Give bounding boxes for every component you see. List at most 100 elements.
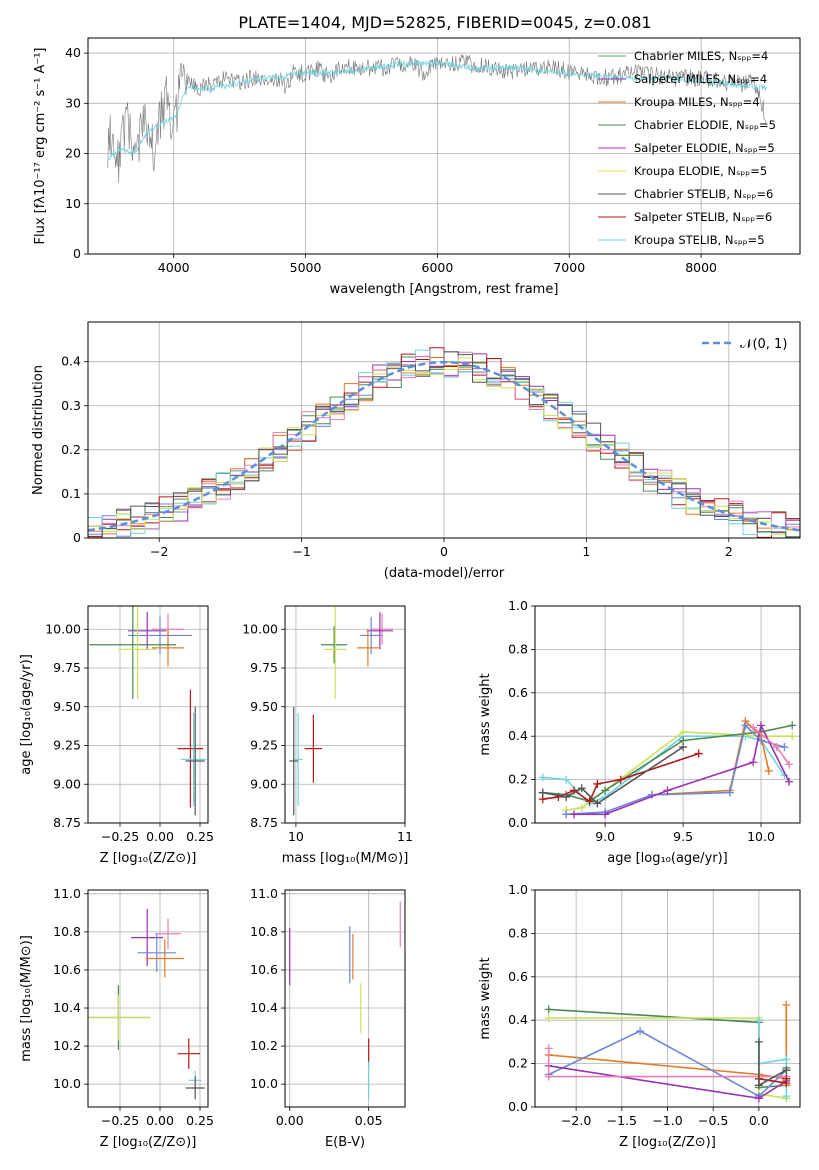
marker-plus bbox=[562, 775, 571, 784]
tick-label-x: 0.00 bbox=[146, 829, 174, 844]
tick-label-y: 30 bbox=[65, 95, 81, 110]
tick-label-x: 6000 bbox=[422, 260, 454, 275]
errorbar-point bbox=[185, 1076, 205, 1100]
tick-label-y: 9.75 bbox=[53, 660, 81, 675]
x-axis-label: mass [log₁₀(M/M⊙)] bbox=[282, 851, 409, 866]
tick-label-y: 0.3 bbox=[61, 398, 81, 413]
plot-area bbox=[544, 1001, 791, 1103]
tick-label-y: 10.00 bbox=[45, 621, 81, 636]
series-line bbox=[547, 1048, 787, 1078]
tick-label-y: 10.2 bbox=[250, 1038, 278, 1053]
marker-plus bbox=[782, 1074, 791, 1083]
chart-weight-vs-Z: −2.0 −1.5 −1.0 −0.5 0.0 0.0 0.2 0.4 0.6 0.8 1.0 Z [… bbox=[478, 882, 801, 1150]
tick-label-y: 0.8 bbox=[508, 925, 528, 940]
plot-area bbox=[107, 54, 767, 183]
tick-label-y: 9.50 bbox=[250, 699, 278, 714]
chart-mass-vs-Z: −0.25 0.00 0.25 10.0 10.2 10.4 10.6 10.8 11.0 Z [… bbox=[19, 886, 214, 1150]
errorbar-point bbox=[324, 606, 347, 699]
legend-label: Salpeter STELIB, Nₛₚₚ=6 bbox=[634, 210, 772, 224]
errorbar-point bbox=[357, 629, 379, 667]
tick-label-y: 0.2 bbox=[508, 772, 528, 787]
marker-plus bbox=[749, 758, 758, 767]
marker-plus bbox=[663, 786, 672, 795]
marker-plus bbox=[785, 777, 794, 786]
tick-label-y: 10.4 bbox=[250, 1000, 278, 1015]
marker-plus bbox=[577, 803, 586, 812]
marker-plus bbox=[772, 743, 781, 752]
tick-label-y: 0.6 bbox=[508, 969, 528, 984]
x-axis-label: (data-model)/error bbox=[384, 566, 505, 581]
tick-label-y: 11.0 bbox=[250, 886, 278, 901]
tick-label-y: 9.25 bbox=[250, 738, 278, 753]
x-axis-label: E(B-V) bbox=[325, 1135, 365, 1150]
tick-label-y: 0.2 bbox=[508, 1056, 528, 1071]
tick-label-y: 9.50 bbox=[53, 699, 81, 714]
marker-plus bbox=[585, 797, 594, 806]
tick-label-y: 0.0 bbox=[508, 815, 528, 830]
tick-label-x: −2.0 bbox=[561, 1113, 591, 1128]
tick-label-x: −0.5 bbox=[698, 1113, 728, 1128]
ticks: 0.00 0.05 10.0 10.2 10.4 10.6 10.8 11.0 bbox=[250, 886, 382, 1128]
axes-frame bbox=[534, 605, 801, 824]
tick-label-y: 9.25 bbox=[53, 738, 81, 753]
tick-label-x: 5000 bbox=[290, 260, 322, 275]
marker-plus bbox=[764, 766, 773, 775]
tick-label-y: 10.2 bbox=[53, 1038, 81, 1053]
y-axis-label: age [log₁₀(age/yr)] bbox=[19, 654, 34, 775]
grid bbox=[285, 606, 406, 824]
axes-frame bbox=[87, 889, 209, 1108]
tick-label-y: 1.0 bbox=[508, 598, 528, 613]
tick-label-x: 4000 bbox=[158, 260, 190, 275]
marker-plus bbox=[785, 760, 794, 769]
ticks: 4000 5000 6000 7000 8000 0 10 20 30 40 bbox=[65, 45, 717, 275]
tick-label-y: 0.4 bbox=[61, 354, 81, 369]
tick-label-y: 8.75 bbox=[53, 815, 81, 830]
tick-label-x: 0 bbox=[440, 544, 448, 559]
tick-label-y: 9.75 bbox=[250, 660, 278, 675]
tick-label-y: 0.6 bbox=[508, 685, 528, 700]
marker-plus bbox=[593, 779, 602, 788]
y-axis-label: mass weight bbox=[478, 673, 493, 755]
errorbar-point bbox=[371, 613, 393, 645]
errorbar-point bbox=[321, 626, 348, 664]
legend-label: Chabrier STELIB, Nₛₚₚ=6 bbox=[634, 187, 773, 201]
marker-plus bbox=[679, 727, 688, 736]
tick-label-x: −2 bbox=[150, 544, 168, 559]
tick-label-x: 0.25 bbox=[186, 829, 214, 844]
tick-label-x: −0.25 bbox=[101, 829, 139, 844]
errorbar-point bbox=[155, 918, 181, 950]
histogram-step bbox=[88, 357, 800, 536]
marker-plus bbox=[577, 784, 586, 793]
errorbar-point bbox=[152, 629, 184, 667]
tick-label-y: 10.0 bbox=[250, 1076, 278, 1091]
tick-label-x: −0.25 bbox=[101, 1113, 139, 1128]
chart-residuals: 𝒩(0, 1) −2 −1 0 1 2 0 0.1 0.2 0.3 0.4 (data-model)/… bbox=[31, 321, 801, 581]
errorbar-point bbox=[360, 616, 383, 655]
marker-plus bbox=[780, 743, 789, 752]
tick-label-y: 10.0 bbox=[53, 1076, 81, 1091]
series-line bbox=[574, 722, 790, 816]
tick-label-y: 9.00 bbox=[53, 776, 81, 791]
legend-label: Kroupa STELIB, Nₛₚₚ=5 bbox=[634, 233, 765, 247]
axes-frame bbox=[284, 605, 406, 824]
tick-label-y: 10.6 bbox=[250, 962, 278, 977]
marker-plus bbox=[725, 788, 734, 797]
marker-plus bbox=[788, 732, 797, 741]
errorbar-point bbox=[289, 706, 299, 816]
tick-label-x: 7000 bbox=[553, 260, 585, 275]
marker-plus bbox=[741, 721, 750, 730]
legend-label: 𝒩(0, 1) bbox=[740, 337, 787, 352]
tick-label-x: 0.00 bbox=[276, 1113, 304, 1128]
tick-label-x: 11 bbox=[397, 829, 413, 844]
y-axis-label: Flux [fλ10⁻¹⁷ erg cm⁻² s⁻¹ A⁻¹] bbox=[33, 48, 48, 245]
x-axis-label: Z [log₁₀(Z/Z⊙)] bbox=[100, 851, 197, 866]
marker-plus bbox=[679, 743, 688, 752]
errorbar-point bbox=[304, 714, 323, 783]
marker-plus bbox=[636, 1027, 645, 1036]
legend: 𝒩(0, 1) bbox=[702, 337, 787, 352]
errorbar-point bbox=[145, 939, 184, 978]
grid bbox=[285, 890, 405, 1107]
tick-label-y: 0.4 bbox=[508, 728, 528, 743]
marker-plus bbox=[749, 723, 758, 732]
